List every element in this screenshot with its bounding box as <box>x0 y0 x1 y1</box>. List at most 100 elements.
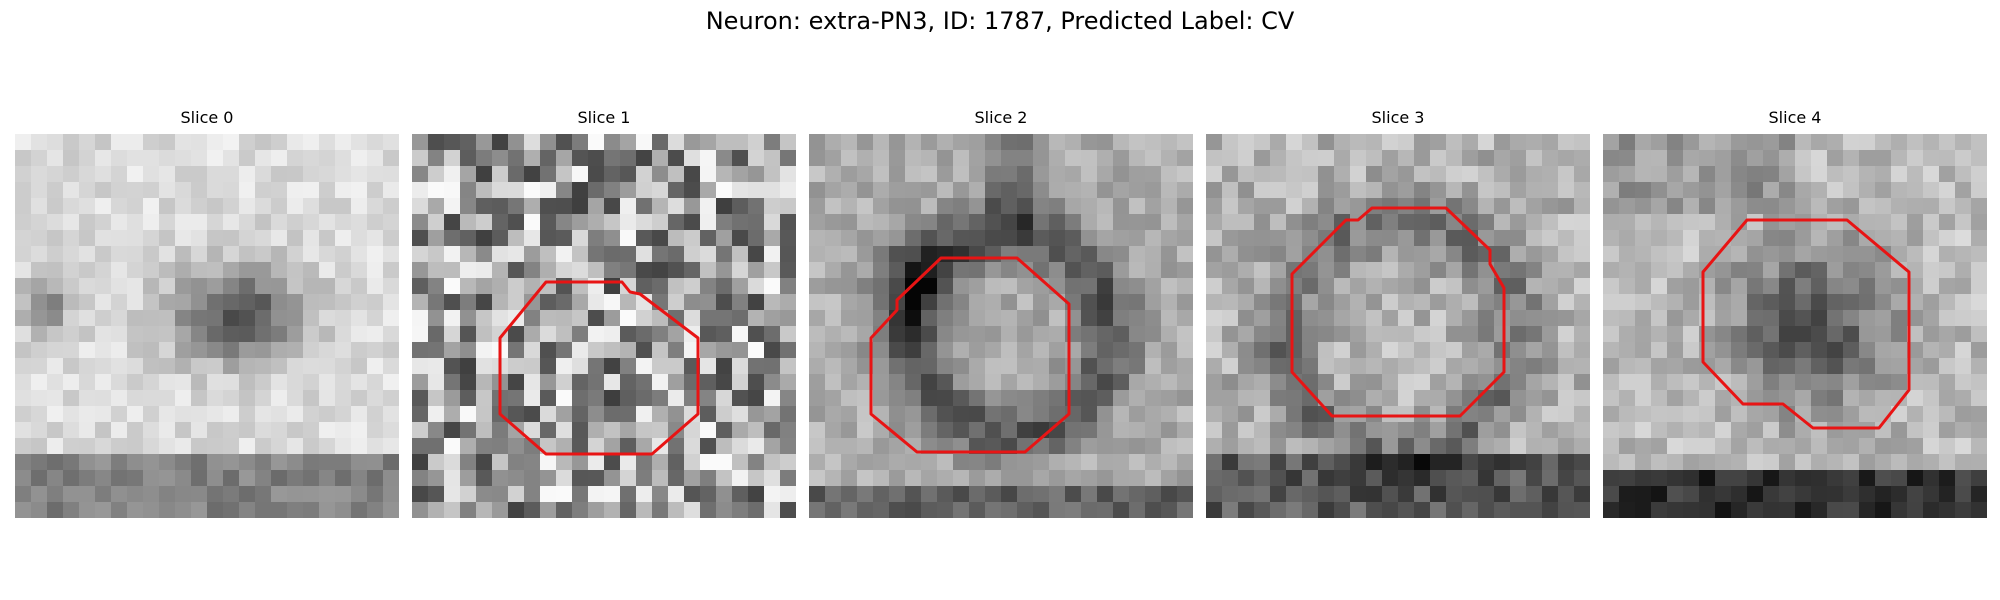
pixel-cell <box>937 422 953 438</box>
pixel-cell <box>1635 406 1651 422</box>
pixel-cell <box>239 166 255 182</box>
pixel-cell <box>873 278 889 294</box>
pixel-cell <box>191 502 207 518</box>
pixel-cell <box>444 454 460 470</box>
pixel-cell <box>921 134 937 150</box>
pixel-cell <box>159 342 175 358</box>
pixel-cell <box>1510 262 1526 278</box>
pixel-cell <box>1667 294 1683 310</box>
pixel-cell <box>111 390 127 406</box>
pixel-cell <box>1254 150 1270 166</box>
pixel-cell <box>1145 342 1161 358</box>
pixel-cell <box>1350 470 1366 486</box>
pixel-cell <box>540 294 556 310</box>
pixel-cell <box>556 166 572 182</box>
pixel-cell <box>1033 150 1049 166</box>
pixel-cell <box>921 230 937 246</box>
pixel-cell <box>1875 358 1891 374</box>
pixel-cell <box>1049 358 1065 374</box>
pixel-cell <box>1747 438 1763 454</box>
pixel-cell <box>1049 438 1065 454</box>
pixel-cell <box>1747 502 1763 518</box>
pixel-cell <box>969 390 985 406</box>
pixel-cell <box>476 342 492 358</box>
pixel-cell <box>1161 182 1177 198</box>
pixel-cell <box>841 278 857 294</box>
pixel-cell <box>716 438 732 454</box>
pixel-cell <box>95 294 111 310</box>
pixel-cell <box>367 134 383 150</box>
pixel-cell <box>95 390 111 406</box>
pixel-cell <box>780 358 796 374</box>
pixel-cell <box>636 422 652 438</box>
pixel-cell <box>223 278 239 294</box>
pixel-cell <box>1145 278 1161 294</box>
pixel-cell <box>47 262 63 278</box>
pixel-cell <box>1001 486 1017 502</box>
pixel-cell <box>1446 374 1462 390</box>
pixel-cell <box>1651 454 1667 470</box>
pixel-cell <box>271 150 287 166</box>
pixel-cell <box>1382 262 1398 278</box>
pixel-cell <box>175 390 191 406</box>
pixel-cell <box>716 134 732 150</box>
pixel-cell <box>937 486 953 502</box>
pixel-cell <box>223 198 239 214</box>
pixel-cell <box>1699 470 1715 486</box>
pixel-cell <box>1635 470 1651 486</box>
pixel-cell <box>383 422 399 438</box>
pixel-cell <box>271 438 287 454</box>
pixel-cell <box>492 230 508 246</box>
pixel-cell <box>1161 374 1177 390</box>
pixel-cell <box>524 198 540 214</box>
pixel-cell <box>1081 422 1097 438</box>
pixel-cell <box>1238 278 1254 294</box>
pixel-cell <box>969 230 985 246</box>
pixel-cell <box>921 214 937 230</box>
pixel-cell <box>953 294 969 310</box>
pixel-cell <box>1033 166 1049 182</box>
pixel-cell <box>668 486 684 502</box>
pixel-cell <box>255 406 271 422</box>
pixel-cell <box>335 166 351 182</box>
pixel-cell <box>444 246 460 262</box>
pixel-cell <box>1939 422 1955 438</box>
pixel-cell <box>1446 294 1462 310</box>
pixel-cell <box>1574 166 1590 182</box>
pixel-cell <box>1318 134 1334 150</box>
pixel-cell <box>79 358 95 374</box>
pixel-cell <box>1907 374 1923 390</box>
pixel-cell <box>1939 310 1955 326</box>
pixel-cell <box>1510 454 1526 470</box>
pixel-cell <box>1923 422 1939 438</box>
pixel-cell <box>841 454 857 470</box>
pixel-cell <box>287 150 303 166</box>
pixel-cell <box>15 502 31 518</box>
pixel-cell <box>1270 486 1286 502</box>
pixel-cell <box>1398 326 1414 342</box>
pixel-cell <box>1827 422 1843 438</box>
pixel-cell <box>319 326 335 342</box>
pixel-cell <box>604 214 620 230</box>
pixel-cell <box>191 262 207 278</box>
pixel-cell <box>1206 326 1222 342</box>
pixel-cell <box>1603 502 1619 518</box>
pixel-cell <box>1129 278 1145 294</box>
pixel-cell <box>716 262 732 278</box>
pixel-cell <box>1747 326 1763 342</box>
pixel-cell <box>921 390 937 406</box>
pixel-cell <box>1414 214 1430 230</box>
pixel-cell <box>303 166 319 182</box>
pixel-cell <box>223 150 239 166</box>
pixel-cell <box>985 342 1001 358</box>
pixel-cell <box>857 486 873 502</box>
pixel-cell <box>1683 150 1699 166</box>
pixel-cell <box>412 198 428 214</box>
pixel-cell <box>825 390 841 406</box>
pixel-cell <box>889 358 905 374</box>
pixel-cell <box>732 406 748 422</box>
pixel-cell <box>1302 486 1318 502</box>
pixel-cell <box>1302 326 1318 342</box>
pixel-cell <box>1875 502 1891 518</box>
pixel-cell <box>175 406 191 422</box>
